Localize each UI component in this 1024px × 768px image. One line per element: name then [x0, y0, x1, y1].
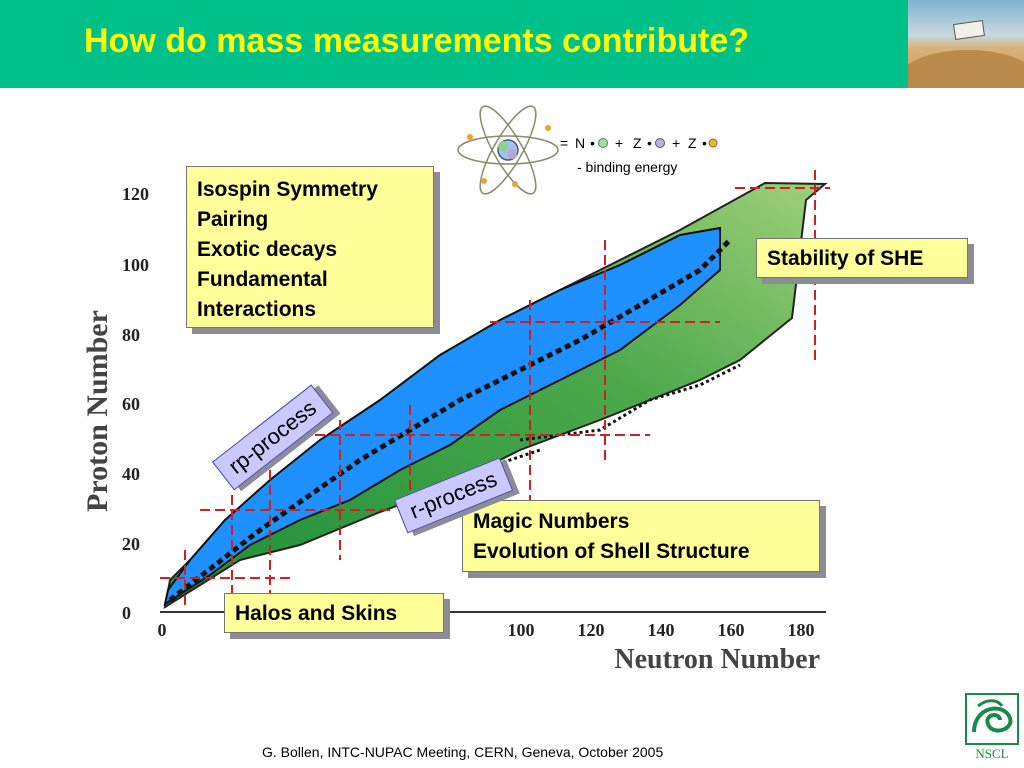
y-axis-title: Proton Number: [81, 310, 114, 512]
electron-dot-icon: [708, 138, 718, 148]
box-line: Halos and Skins: [235, 602, 398, 625]
proton-dot-icon: [655, 138, 665, 148]
x-tick-label: 100: [508, 620, 535, 640]
x-tick-label: 180: [788, 620, 815, 640]
y-tick-label: 20: [122, 534, 140, 554]
formula-eq: =: [560, 135, 568, 151]
formula-z-b: Z: [688, 135, 697, 151]
nscl-logo-text: NSCL: [975, 746, 1009, 761]
stability-box: Stability of SHE: [756, 238, 968, 278]
box-line: Pairing: [197, 208, 269, 231]
x-tick-label: 160: [718, 620, 745, 640]
box-line: Isospin Symmetry: [197, 178, 378, 201]
nscl-swirl-icon: [965, 693, 1019, 745]
formula-plus-b: +: [672, 135, 680, 151]
x-tick-label: 140: [648, 620, 675, 640]
box-line: Exotic decays: [197, 238, 338, 261]
formula-plus-a: +: [615, 135, 623, 151]
footer-citation: G. Bollen, INTC-NUPAC Meeting, CERN, Gen…: [262, 744, 664, 760]
box-line: Stability of SHE: [767, 247, 924, 270]
formula-z-a: Z: [633, 135, 642, 151]
nscl-logo-icon: NSCL: [964, 692, 1020, 764]
x-tick-label: 0: [158, 620, 167, 640]
x-tick-label: 120: [578, 620, 605, 640]
y-tick-label: 120: [122, 184, 149, 204]
y-tick-label: 60: [122, 394, 140, 414]
desert-vehicle-photo: [908, 0, 1024, 88]
formula-dot-b: •: [647, 135, 652, 151]
box-line: Evolution of Shell Structure: [473, 540, 750, 563]
box-line: Fundamental: [197, 268, 328, 291]
formula-dot-c: •: [702, 135, 707, 151]
neutron-dot-icon: [598, 138, 608, 148]
box-line: Interactions: [197, 298, 317, 321]
y-tick-label: 0: [122, 603, 131, 623]
slide-title: How do mass measurements contribute?: [84, 22, 750, 60]
dune-shape: [908, 50, 1024, 88]
formula-binding-energy: - binding energy: [577, 159, 677, 175]
magic-numbers-box: Magic Numbers Evolution of Shell Structu…: [462, 500, 820, 572]
y-tick-label: 100: [122, 255, 149, 275]
formula-dot-a: •: [590, 135, 595, 151]
atom-icon: [457, 105, 559, 195]
stability-valley: [168, 238, 732, 602]
magic-number-lines: [160, 170, 830, 610]
halos-box: Halos and Skins: [224, 593, 444, 633]
formula-n: N: [575, 135, 585, 151]
drip-line-edge: [479, 363, 741, 472]
isospin-box: Isospin Symmetry Pairing Exotic decays F…: [186, 166, 434, 328]
header-bar: [0, 0, 1024, 88]
y-tick-label: 80: [122, 325, 140, 345]
box-line: Magic Numbers: [473, 510, 630, 533]
x-axis-title: Neutron Number: [614, 644, 820, 675]
y-tick-label: 40: [122, 464, 140, 484]
